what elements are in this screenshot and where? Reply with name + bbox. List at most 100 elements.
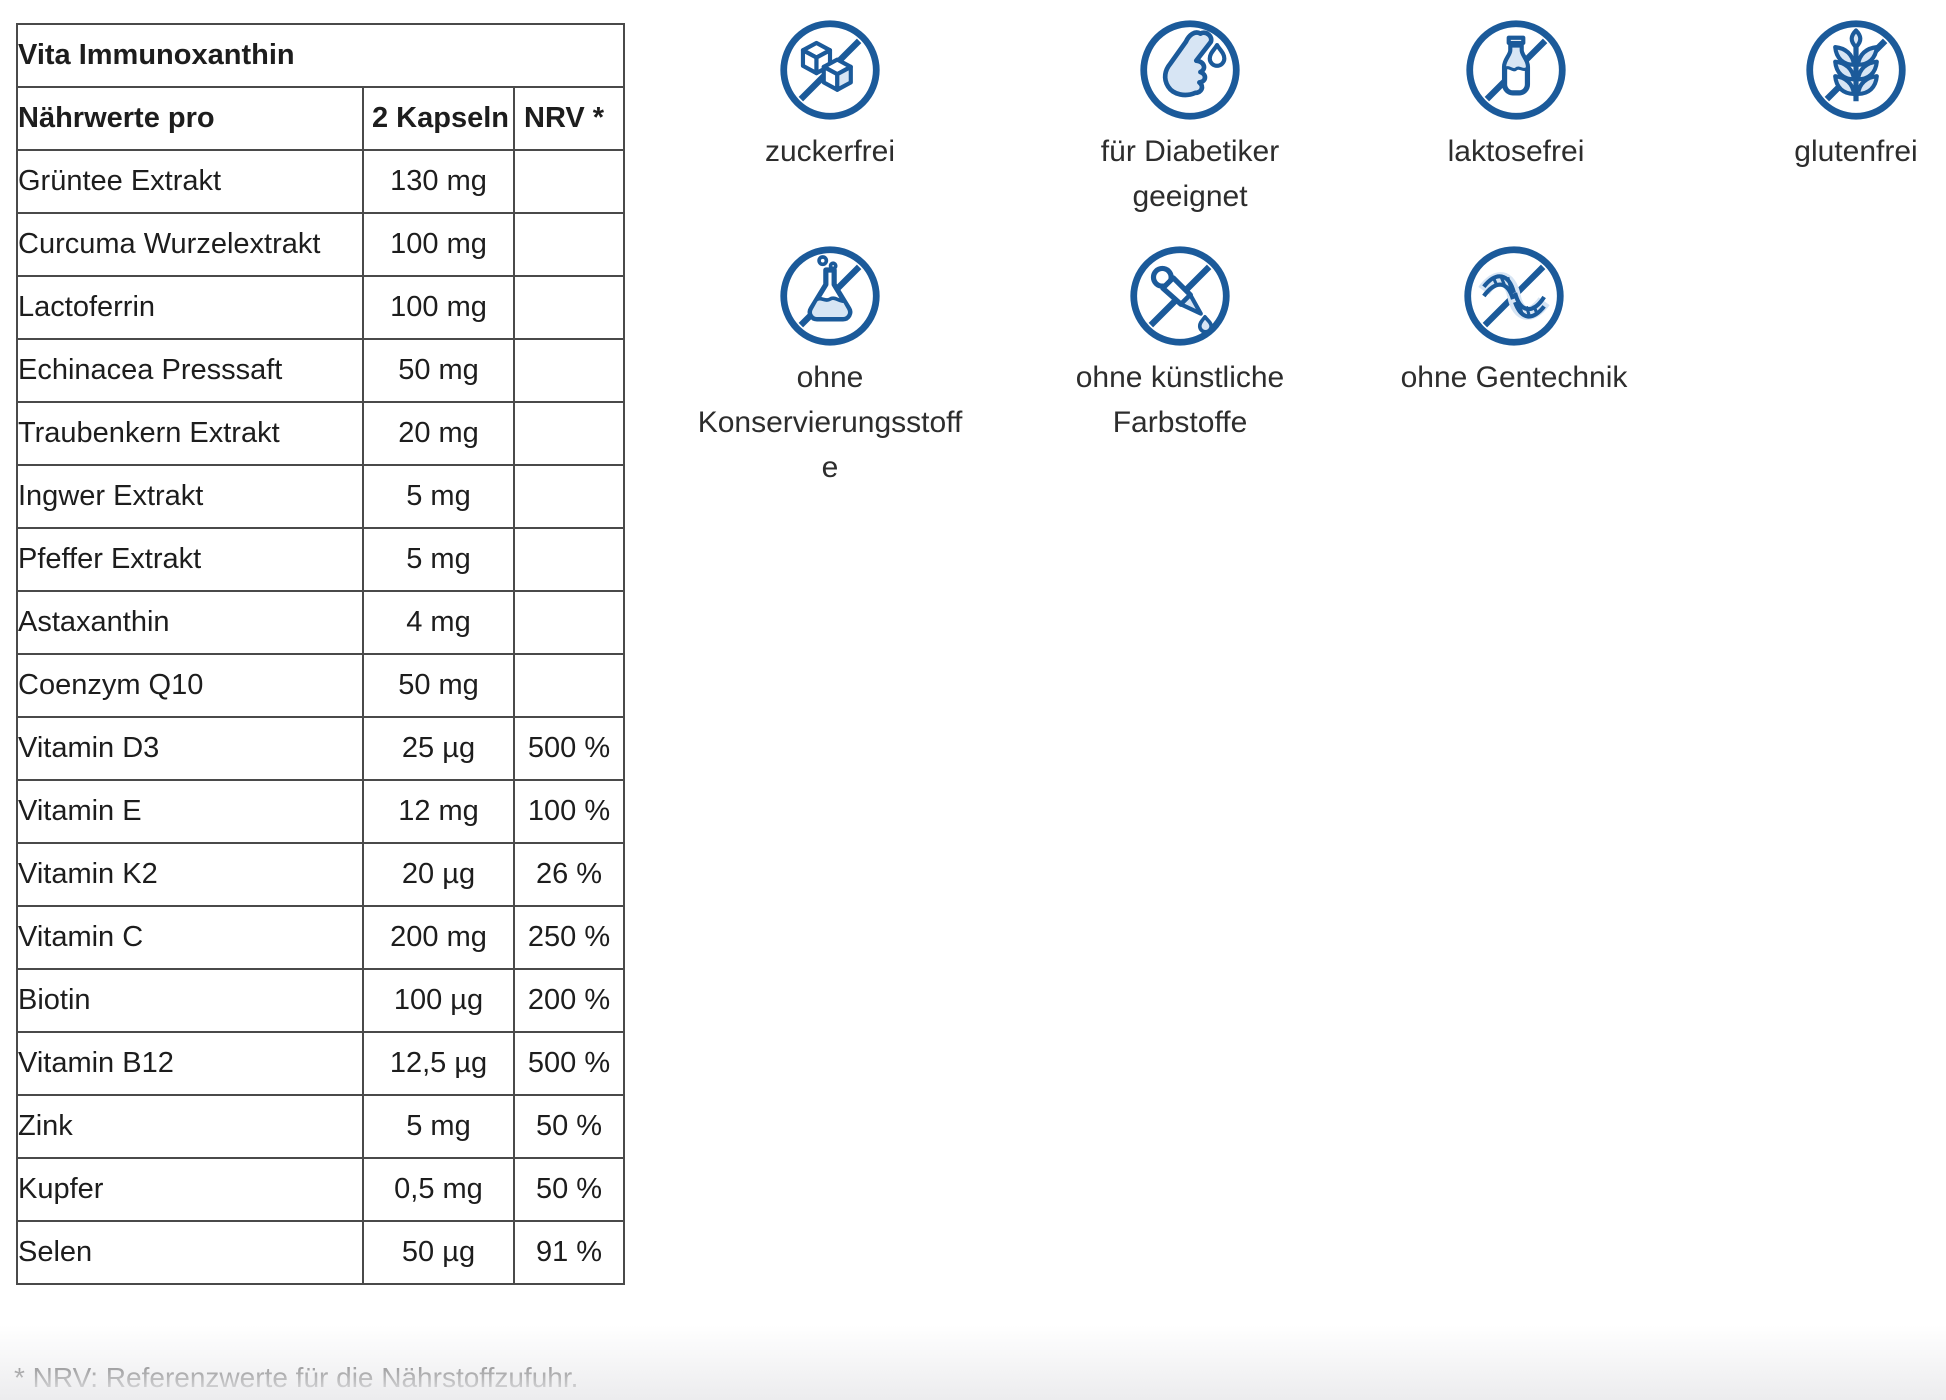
table-row: Vitamin D3 25 µg 500 % [16,716,626,781]
nutrient-name: Lactoferrin [16,275,364,340]
no-sugar-icon [778,18,882,122]
nutrient-amount: 200 mg [362,905,515,970]
badge-no-gmo: ohne Gentechnik [1344,244,1684,400]
nutrient-amount: 5 mg [362,527,515,592]
nutrient-name: Vitamin E [16,779,364,844]
nutrient-name: Coenzym Q10 [16,653,364,718]
nutrient-amount: 130 mg [362,149,515,214]
nutrient-nrv: 91 % [512,1220,626,1285]
table-title-row: Vita Immunoxanthin [15,23,626,88]
table-row: Zink 5 mg 50 % [16,1094,626,1159]
table-row: Vitamin B12 12,5 µg 500 % [16,1031,626,1096]
nutrient-nrv [512,212,626,277]
table-row: Vitamin C 200 mg 250 % [16,905,626,970]
nutrient-name: Zink [16,1094,364,1159]
nutrient-amount: 0,5 mg [362,1157,515,1222]
nutrient-amount: 5 mg [362,464,515,529]
no-artificial-colors-icon [1128,244,1232,348]
badge-lactose-free: laktosefrei [1346,18,1686,174]
nutrient-nrv: 100 % [512,779,626,844]
nutrient-name: Biotin [16,968,364,1033]
badge-label: laktosefrei [1447,135,1585,168]
nutrient-nrv [512,275,626,340]
nutrient-nrv [512,338,626,403]
nutrient-name: Curcuma Wurzelextrakt [16,212,364,277]
badge-sugar-free: zuckerfrei [660,18,1000,174]
table-row: Astaxanthin 4 mg [16,590,626,655]
nutrient-name: Grüntee Extrakt [16,149,364,214]
table-row: Lactoferrin 100 mg [16,275,626,340]
table-row: Biotin 100 µg 200 % [16,968,626,1033]
nutrient-name: Kupfer [16,1157,364,1222]
nutrient-amount: 50 µg [362,1220,515,1285]
nutrient-name: Echinacea Presssaft [16,338,364,403]
nutrient-nrv [512,149,626,214]
nutrient-nrv [512,464,626,529]
table-row: Coenzym Q10 50 mg [16,653,626,718]
header-per-2-capsules: 2 Kapseln [362,86,515,151]
nutrient-name: Vitamin B12 [16,1031,364,1096]
no-preservatives-icon [778,244,882,348]
nutrient-nrv [512,527,626,592]
table-row: Pfeffer Extrakt 5 mg [16,527,626,592]
nutrient-name: Vitamin D3 [16,716,364,781]
nutrient-nrv: 250 % [512,905,626,970]
nutrient-amount: 100 mg [362,275,515,340]
lactose-free-icon [1464,18,1568,122]
nutrient-nrv: 50 % [512,1157,626,1222]
nutrient-nrv: 26 % [512,842,626,907]
badge-label: ohne Gentechnik [1400,361,1628,394]
nutrient-name: Vitamin K2 [16,842,364,907]
table-row: Grüntee Extrakt 130 mg [16,149,626,214]
table-row: Vitamin K2 20 µg 26 % [16,842,626,907]
diabetic-friendly-icon [1138,18,1242,122]
table-row: Traubenkern Extrakt 20 mg [16,401,626,466]
nutrition-table: Vita Immunoxanthin Nährwerte pro 2 Kapse… [15,23,626,1285]
nutrient-name: Ingwer Extrakt [16,464,364,529]
header-nrv: NRV * [512,86,626,151]
table-row: Kupfer 0,5 mg 50 % [16,1157,626,1222]
table-row: Vitamin E 12 mg 100 % [16,779,626,844]
table-header-row: Nährwerte pro 2 Kapseln NRV * [16,86,626,151]
no-gmo-icon [1462,244,1566,348]
nutrient-name: Selen [16,1220,364,1285]
header-nutrients: Nährwerte pro [16,86,364,151]
nutrient-amount: 25 µg [362,716,515,781]
nutrient-amount: 100 µg [362,968,515,1033]
nutrient-amount: 100 mg [362,212,515,277]
nutrient-name: Astaxanthin [16,590,364,655]
badge-label: zuckerfrei [764,135,896,168]
gluten-free-icon [1804,18,1908,122]
table-row: Selen 50 µg 91 % [16,1220,626,1285]
nrv-footnote: * NRV: Referenzwerte für die Nährstoffzu… [14,1362,579,1393]
nutrient-amount: 50 mg [362,653,515,718]
nutrient-nrv: 200 % [512,968,626,1033]
nutrient-amount: 4 mg [362,590,515,655]
badge-label: für Diabetiker geeignet [1100,135,1280,213]
badge-no-artificial-colors: ohne künstliche Farbstoffe [1010,244,1350,445]
nutrient-nrv [512,401,626,466]
badge-label: glutenfrei [1794,135,1918,168]
badge-gluten-free: glutenfrei [1686,18,1946,174]
table-row: Echinacea Presssaft 50 mg [16,338,626,403]
nutrient-amount: 20 mg [362,401,515,466]
nutrient-nrv: 50 % [512,1094,626,1159]
nutrient-amount: 50 mg [362,338,515,403]
nutrient-amount: 5 mg [362,1094,515,1159]
table-row: Curcuma Wurzelextrakt 100 mg [16,212,626,277]
nutrient-name: Vitamin C [16,905,364,970]
nutrient-name: Traubenkern Extrakt [16,401,364,466]
nutrient-amount: 20 µg [362,842,515,907]
badge-label: ohne Konservierungsstoff e [697,361,963,484]
nutrient-name: Pfeffer Extrakt [16,527,364,592]
table-row: Ingwer Extrakt 5 mg [16,464,626,529]
product-title: Vita Immunoxanthin [15,23,626,88]
nutrient-amount: 12 mg [362,779,515,844]
nutrient-nrv [512,653,626,718]
badge-label: ohne künstliche Farbstoffe [1075,361,1285,439]
nutrient-amount: 12,5 µg [362,1031,515,1096]
badge-diabetic-friendly: für Diabetiker geeignet [1020,18,1360,219]
nutrient-nrv: 500 % [512,716,626,781]
badge-no-preservatives: ohne Konservierungsstoff e [660,244,1000,490]
nutrient-nrv [512,590,626,655]
